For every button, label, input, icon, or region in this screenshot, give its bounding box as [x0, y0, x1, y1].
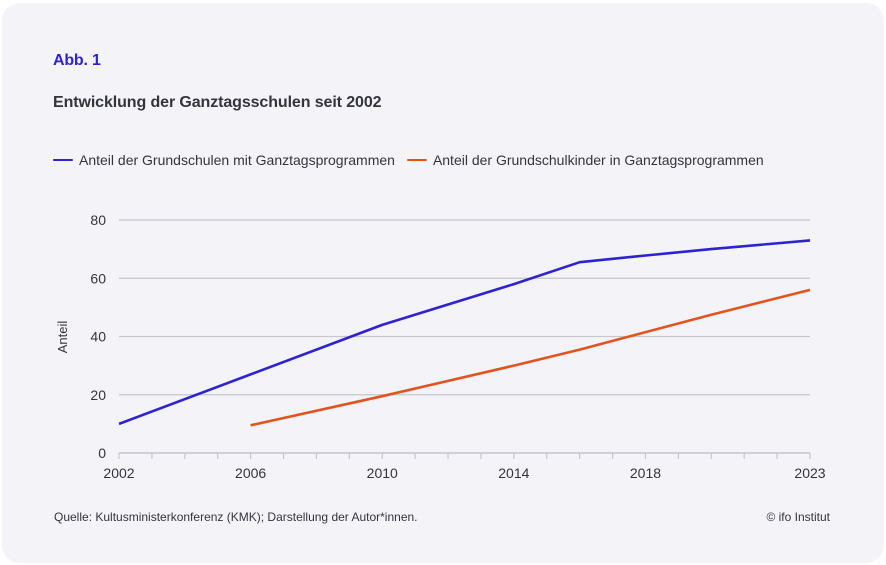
y-axis: 0 20 40 60 80: [90, 212, 106, 461]
y-tick-label: 40: [90, 329, 106, 345]
series-line-grundschulen: [118, 239, 811, 426]
y-tick-label: 0: [98, 445, 106, 461]
y-axis-title: Anteil: [55, 321, 70, 354]
source-note: Quelle: Kultusministerkonferenz (KMK); D…: [54, 510, 418, 524]
figure-card: [2, 3, 884, 563]
y-tick-label: 80: [90, 212, 106, 228]
gridlines: [119, 219, 810, 396]
x-tick-label: 2010: [367, 465, 398, 481]
legend-swatch-orange: [406, 158, 427, 162]
legend-label: Anteil der Grundschulen mit Ganztagsprog…: [79, 152, 395, 168]
x-tick-label: 2023: [794, 465, 825, 481]
x-tick-label: 2018: [630, 465, 661, 481]
series-line-grundschulkinder: [250, 288, 811, 427]
x-axis: 2002 2006 2010 2014 2018 2023: [103, 452, 826, 481]
legend-swatch-blue: [53, 158, 73, 162]
legend-item-grundschulkinder: Anteil der Grundschulkinder in Ganztagsp…: [406, 152, 764, 168]
x-tick-label: 2006: [235, 465, 266, 481]
legend: Anteil der Grundschulen mit Ganztagsprog…: [53, 152, 776, 168]
series-lines: [118, 239, 811, 427]
x-tick-label: 2014: [498, 465, 529, 481]
chart-title: Entwicklung der Ganztagsschulen seit 200…: [53, 94, 382, 111]
legend-label: Anteil der Grundschulkinder in Ganztagsp…: [432, 152, 764, 168]
copyright-note: © ifo Institut: [766, 510, 830, 524]
y-tick-label: 20: [90, 387, 106, 403]
legend-item-grundschulen: Anteil der Grundschulen mit Ganztagsprog…: [53, 152, 395, 168]
y-tick-label: 60: [90, 270, 106, 286]
figure-label: Abb. 1: [53, 52, 101, 69]
x-tick-label: 2002: [103, 465, 134, 481]
